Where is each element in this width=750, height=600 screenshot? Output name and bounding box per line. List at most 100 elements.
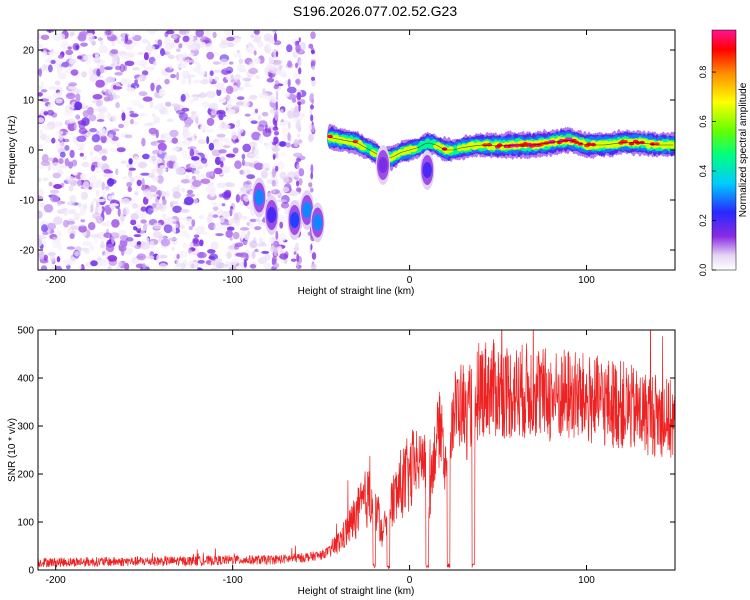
noise-blob — [192, 66, 202, 73]
noise-blob — [264, 142, 270, 150]
noise-blob — [241, 230, 246, 239]
x-tick-label: 100 — [578, 275, 595, 286]
noise-blob — [188, 76, 192, 85]
noise-blob — [176, 110, 186, 115]
noise-blob — [93, 198, 97, 202]
noise-blob — [51, 162, 61, 171]
noise-blob — [80, 219, 86, 223]
noise-blob — [111, 192, 115, 196]
noise-blob — [114, 72, 123, 76]
noise-blob — [69, 233, 75, 240]
noise-blob — [225, 229, 233, 238]
colorbar-label: Normalized spectral amplitude — [738, 82, 749, 217]
noise-blob — [201, 263, 209, 268]
noise-blob — [198, 215, 204, 220]
noise-blob — [174, 223, 179, 228]
ridge-cell — [622, 140, 628, 144]
noise-blob — [192, 95, 198, 102]
noise-blob — [191, 263, 195, 269]
noise-blob — [285, 142, 291, 148]
noise-blob — [274, 80, 280, 85]
noise-blob — [308, 182, 313, 188]
noise-blob — [159, 164, 166, 169]
noise-blob — [188, 226, 193, 230]
noise-blob — [80, 173, 87, 181]
noise-blob — [272, 126, 279, 131]
noise-blob — [213, 167, 223, 175]
noise-blob — [310, 187, 314, 193]
noise-blob — [38, 85, 44, 90]
noise-blob — [69, 31, 75, 36]
colorbar-tick-label: 0.0 — [698, 264, 708, 277]
noise-blob — [275, 150, 279, 159]
noise-blob — [176, 71, 180, 81]
noise-blob — [249, 94, 258, 100]
noise-blob — [60, 41, 69, 49]
noise-blob — [194, 57, 198, 65]
noise-blob — [111, 219, 120, 228]
noise-blob — [251, 250, 256, 259]
noise-blob — [182, 35, 190, 42]
noise-blob — [121, 112, 126, 121]
noise-blob — [38, 144, 44, 148]
noise-blob — [268, 119, 272, 125]
noise-blob — [88, 114, 97, 122]
noise-blob — [237, 86, 244, 91]
noise-blob — [232, 231, 240, 240]
noise-blob — [90, 233, 99, 239]
noise-blob — [186, 193, 196, 198]
x-tick-label: 100 — [578, 575, 595, 586]
noise-blob — [193, 169, 200, 175]
noise-blob — [178, 43, 183, 49]
noise-blob — [221, 203, 226, 207]
noise-blob — [178, 55, 183, 62]
spectrogram-x-ticks: -200 -100 0 100 — [46, 30, 595, 286]
feature-blob — [290, 212, 300, 228]
noise-blob — [208, 76, 213, 83]
noise-blob — [109, 148, 116, 152]
noise-blob — [216, 182, 227, 188]
noise-blob — [103, 96, 111, 102]
noise-blob — [271, 146, 280, 152]
noise-blob — [83, 55, 88, 61]
noise-blob — [68, 82, 77, 87]
snr-x-ticks: -200 -100 0 100 — [46, 330, 595, 586]
noise-blob — [179, 262, 186, 270]
noise-blob — [53, 33, 62, 42]
noise-blob — [107, 255, 118, 262]
noise-blob — [278, 141, 287, 147]
noise-blob — [40, 34, 50, 40]
noise-blob — [164, 31, 169, 38]
feature-blob — [378, 157, 388, 173]
noise-blob — [42, 231, 49, 236]
noise-blob — [171, 246, 175, 251]
noise-blob — [277, 161, 284, 170]
noise-blob — [287, 132, 291, 142]
noise-blob — [54, 265, 63, 270]
y-tick-label: 300 — [17, 422, 34, 433]
noise-blob — [128, 167, 136, 171]
noise-blob — [103, 252, 111, 256]
noise-blob — [186, 137, 192, 141]
noise-blob — [296, 157, 302, 163]
snr-series-line — [38, 330, 675, 570]
noise-blob — [185, 30, 190, 34]
noise-blob — [200, 178, 211, 184]
noise-blob — [76, 143, 86, 147]
noise-blob — [48, 157, 54, 162]
noise-blob — [130, 212, 139, 221]
noise-blob — [95, 170, 102, 174]
feature-blob — [302, 202, 312, 218]
noise-blob — [73, 123, 77, 130]
noise-blob — [250, 34, 255, 38]
noise-blob — [225, 182, 235, 188]
noise-blob — [168, 161, 174, 169]
noise-blob — [93, 56, 101, 64]
noise-blob — [77, 202, 82, 207]
noise-blob — [81, 102, 85, 107]
noise-blob — [168, 54, 175, 60]
noise-blob — [134, 79, 138, 84]
noise-blob — [107, 195, 115, 200]
noise-blob — [205, 128, 214, 133]
noise-blob — [165, 50, 172, 57]
